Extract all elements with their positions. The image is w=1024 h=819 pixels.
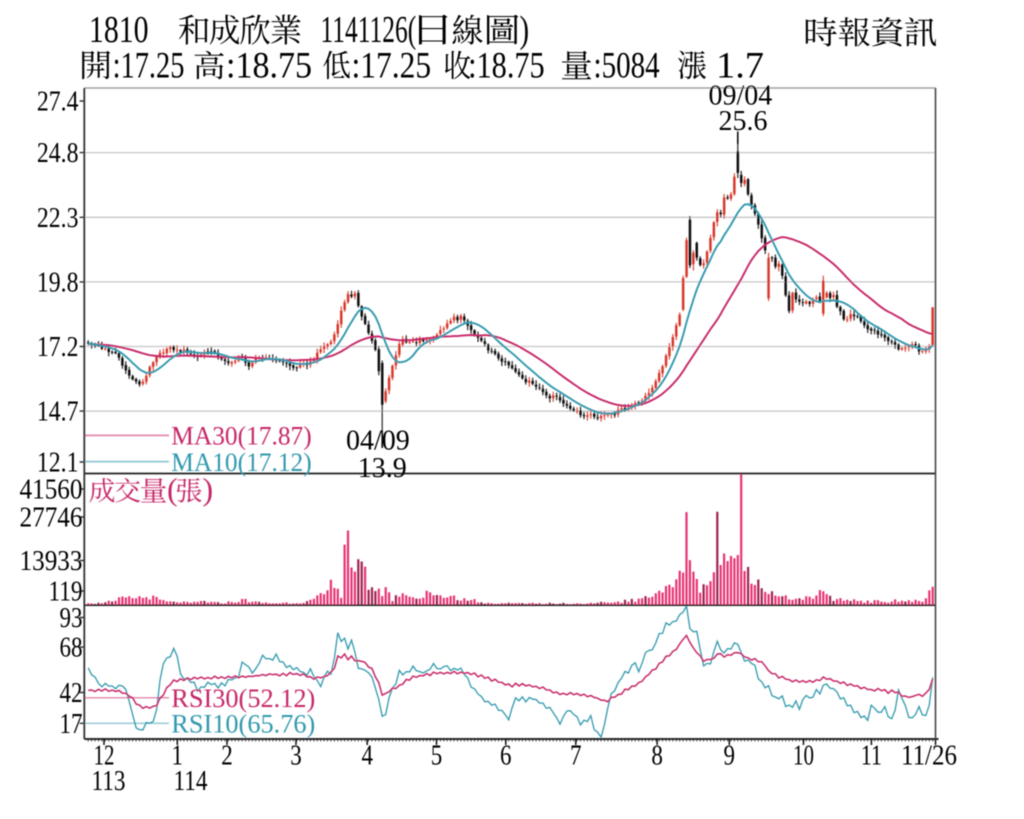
svg-text:RSI10(65.76): RSI10(65.76): [171, 709, 315, 738]
svg-text:17.2: 17.2: [37, 332, 79, 363]
svg-text:RSI30(52.12): RSI30(52.12): [171, 684, 315, 713]
svg-text:119: 119: [49, 577, 83, 608]
svg-text:1141126(: 1141126(: [321, 9, 417, 51]
svg-text:17: 17: [60, 709, 83, 740]
svg-text::17.25: :17.25: [352, 46, 432, 87]
svg-text:12.1: 12.1: [37, 448, 79, 479]
svg-text:22.3: 22.3: [37, 203, 79, 234]
svg-text:8: 8: [651, 741, 663, 772]
svg-text:(: (: [167, 471, 178, 507]
svg-text:3: 3: [290, 741, 302, 772]
svg-text:114: 114: [174, 766, 208, 797]
svg-text:9: 9: [724, 741, 736, 772]
svg-text:27.4: 27.4: [37, 87, 79, 118]
svg-text:5: 5: [431, 741, 443, 772]
svg-text:): ): [520, 9, 530, 51]
svg-text:1810: 1810: [89, 9, 149, 51]
svg-text::5084: :5084: [594, 46, 660, 87]
svg-text::17.25: :17.25: [113, 46, 185, 87]
svg-text:10: 10: [793, 741, 814, 772]
svg-text:6: 6: [500, 741, 512, 772]
svg-text:2: 2: [221, 741, 233, 772]
svg-text:14.7: 14.7: [37, 397, 79, 428]
svg-text:41560: 41560: [20, 475, 83, 506]
svg-text:19.8: 19.8: [37, 267, 79, 298]
svg-text:MA30(17.87): MA30(17.87): [171, 422, 311, 451]
svg-text:1: 1: [172, 741, 184, 772]
svg-text:68: 68: [60, 633, 83, 664]
svg-text:MA10(17.12): MA10(17.12): [171, 448, 311, 477]
svg-text::18.75: :18.75: [468, 46, 545, 87]
svg-text:93: 93: [60, 603, 83, 634]
svg-text:24.8: 24.8: [37, 138, 79, 169]
svg-text:13933: 13933: [20, 546, 83, 577]
svg-text:04/09: 04/09: [346, 426, 410, 457]
svg-text:11/26: 11/26: [901, 741, 957, 772]
svg-text:4: 4: [361, 741, 373, 772]
svg-text:42: 42: [60, 678, 83, 709]
svg-text:27746: 27746: [20, 503, 83, 534]
svg-text:113: 113: [92, 766, 126, 797]
svg-text:25.6: 25.6: [719, 106, 768, 137]
svg-text:): ): [203, 471, 214, 507]
svg-text:11: 11: [861, 741, 882, 772]
svg-text:12: 12: [94, 741, 115, 772]
svg-text:09/04: 09/04: [709, 81, 773, 112]
svg-text:13.9: 13.9: [358, 453, 407, 484]
svg-text:7: 7: [570, 741, 582, 772]
svg-text:1.7: 1.7: [716, 46, 764, 87]
svg-text::18.75: :18.75: [226, 46, 312, 87]
